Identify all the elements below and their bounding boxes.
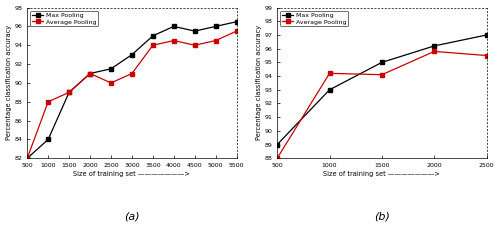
Average Pooling xyxy=(45,100,51,103)
X-axis label: Size of training set ———————>: Size of training set ———————> xyxy=(324,171,440,177)
Average Pooling xyxy=(234,30,239,33)
Max Pooling xyxy=(87,72,93,75)
Average Pooling xyxy=(171,39,177,42)
Text: (a): (a) xyxy=(124,211,140,221)
Max Pooling xyxy=(234,20,239,23)
X-axis label: Size of training set ———————>: Size of training set ———————> xyxy=(74,171,190,177)
Text: (b): (b) xyxy=(374,211,390,221)
Max Pooling xyxy=(129,53,135,56)
Max Pooling xyxy=(66,91,72,94)
Max Pooling xyxy=(171,25,177,28)
Y-axis label: Percentage classification accuracy: Percentage classification accuracy xyxy=(256,25,262,140)
Line: Max Pooling: Max Pooling xyxy=(26,20,238,160)
Average Pooling xyxy=(212,39,218,42)
Average Pooling xyxy=(192,44,198,47)
Average Pooling xyxy=(432,50,438,53)
Legend: Max Pooling, Average Pooling: Max Pooling, Average Pooling xyxy=(280,11,348,26)
Average Pooling xyxy=(129,72,135,75)
Max Pooling xyxy=(274,143,280,146)
Line: Average Pooling: Average Pooling xyxy=(276,50,488,160)
Average Pooling xyxy=(484,54,490,57)
Average Pooling xyxy=(150,44,156,47)
Average Pooling xyxy=(87,72,93,75)
Max Pooling xyxy=(192,30,198,33)
Max Pooling xyxy=(212,25,218,28)
Max Pooling xyxy=(432,45,438,47)
Max Pooling xyxy=(108,67,114,70)
Line: Max Pooling: Max Pooling xyxy=(276,33,488,146)
Legend: Max Pooling, Average Pooling: Max Pooling, Average Pooling xyxy=(30,11,98,26)
Average Pooling xyxy=(108,81,114,84)
Max Pooling xyxy=(45,138,51,141)
Max Pooling xyxy=(379,61,385,64)
Max Pooling xyxy=(24,157,30,160)
Average Pooling xyxy=(24,157,30,160)
Average Pooling xyxy=(274,157,280,160)
Average Pooling xyxy=(379,73,385,76)
Line: Average Pooling: Average Pooling xyxy=(26,29,238,160)
Average Pooling xyxy=(66,91,72,94)
Max Pooling xyxy=(150,35,156,37)
Average Pooling xyxy=(326,72,332,75)
Y-axis label: Percentage classification accuracy: Percentage classification accuracy xyxy=(6,25,12,140)
Max Pooling xyxy=(326,88,332,91)
Max Pooling xyxy=(484,34,490,36)
